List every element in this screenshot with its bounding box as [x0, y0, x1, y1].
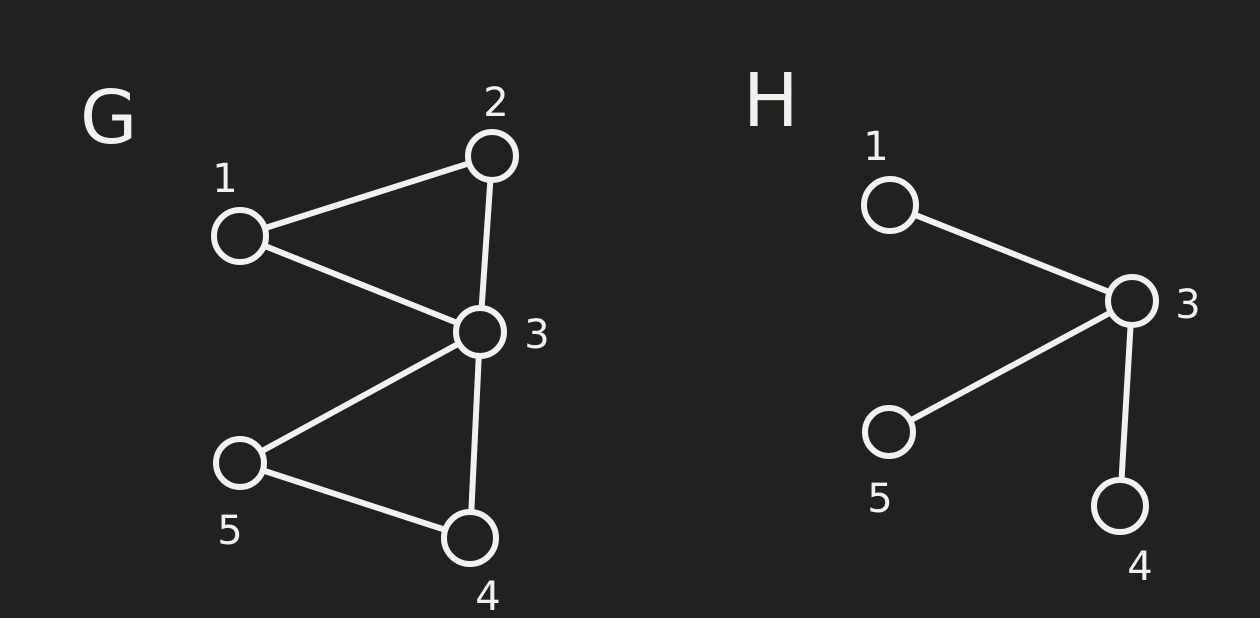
graph-title-g: G — [80, 75, 137, 161]
graph-g: G 1 2 3 4 5 — [80, 75, 550, 618]
edge-g-2-3 — [478, 176, 494, 312]
node-g-4 — [441, 509, 499, 567]
node-label-g-3: 3 — [524, 312, 549, 358]
node-label-g-5: 5 — [217, 508, 242, 554]
edge-g-1-2 — [261, 160, 473, 232]
edge-g-1-3 — [261, 242, 461, 327]
edge-h-3-5 — [907, 309, 1114, 424]
node-g-3 — [453, 305, 507, 359]
node-label-h-3: 3 — [1175, 282, 1200, 328]
node-label-g-4: 4 — [475, 574, 500, 618]
node-label-h-4: 4 — [1127, 544, 1152, 590]
edge-g-3-4 — [468, 353, 482, 515]
node-g-5 — [213, 436, 267, 490]
node-h-3 — [1105, 274, 1159, 328]
node-h-1 — [861, 176, 919, 234]
node-label-g-2: 2 — [483, 80, 508, 126]
edge-h-3-4 — [1118, 322, 1134, 483]
node-h-5 — [862, 405, 916, 459]
node-g-1 — [211, 207, 269, 265]
node-label-g-1: 1 — [212, 156, 237, 202]
node-g-2 — [465, 129, 519, 183]
node-label-h-1: 1 — [863, 124, 888, 170]
node-h-4 — [1091, 477, 1149, 535]
graph-title-h: H — [743, 58, 799, 144]
graph-h: H 1 3 4 5 — [743, 58, 1201, 590]
edge-g-5-4 — [259, 467, 449, 533]
edge-h-1-3 — [911, 211, 1113, 296]
node-label-h-5: 5 — [867, 476, 892, 522]
edge-g-3-5 — [258, 340, 462, 455]
